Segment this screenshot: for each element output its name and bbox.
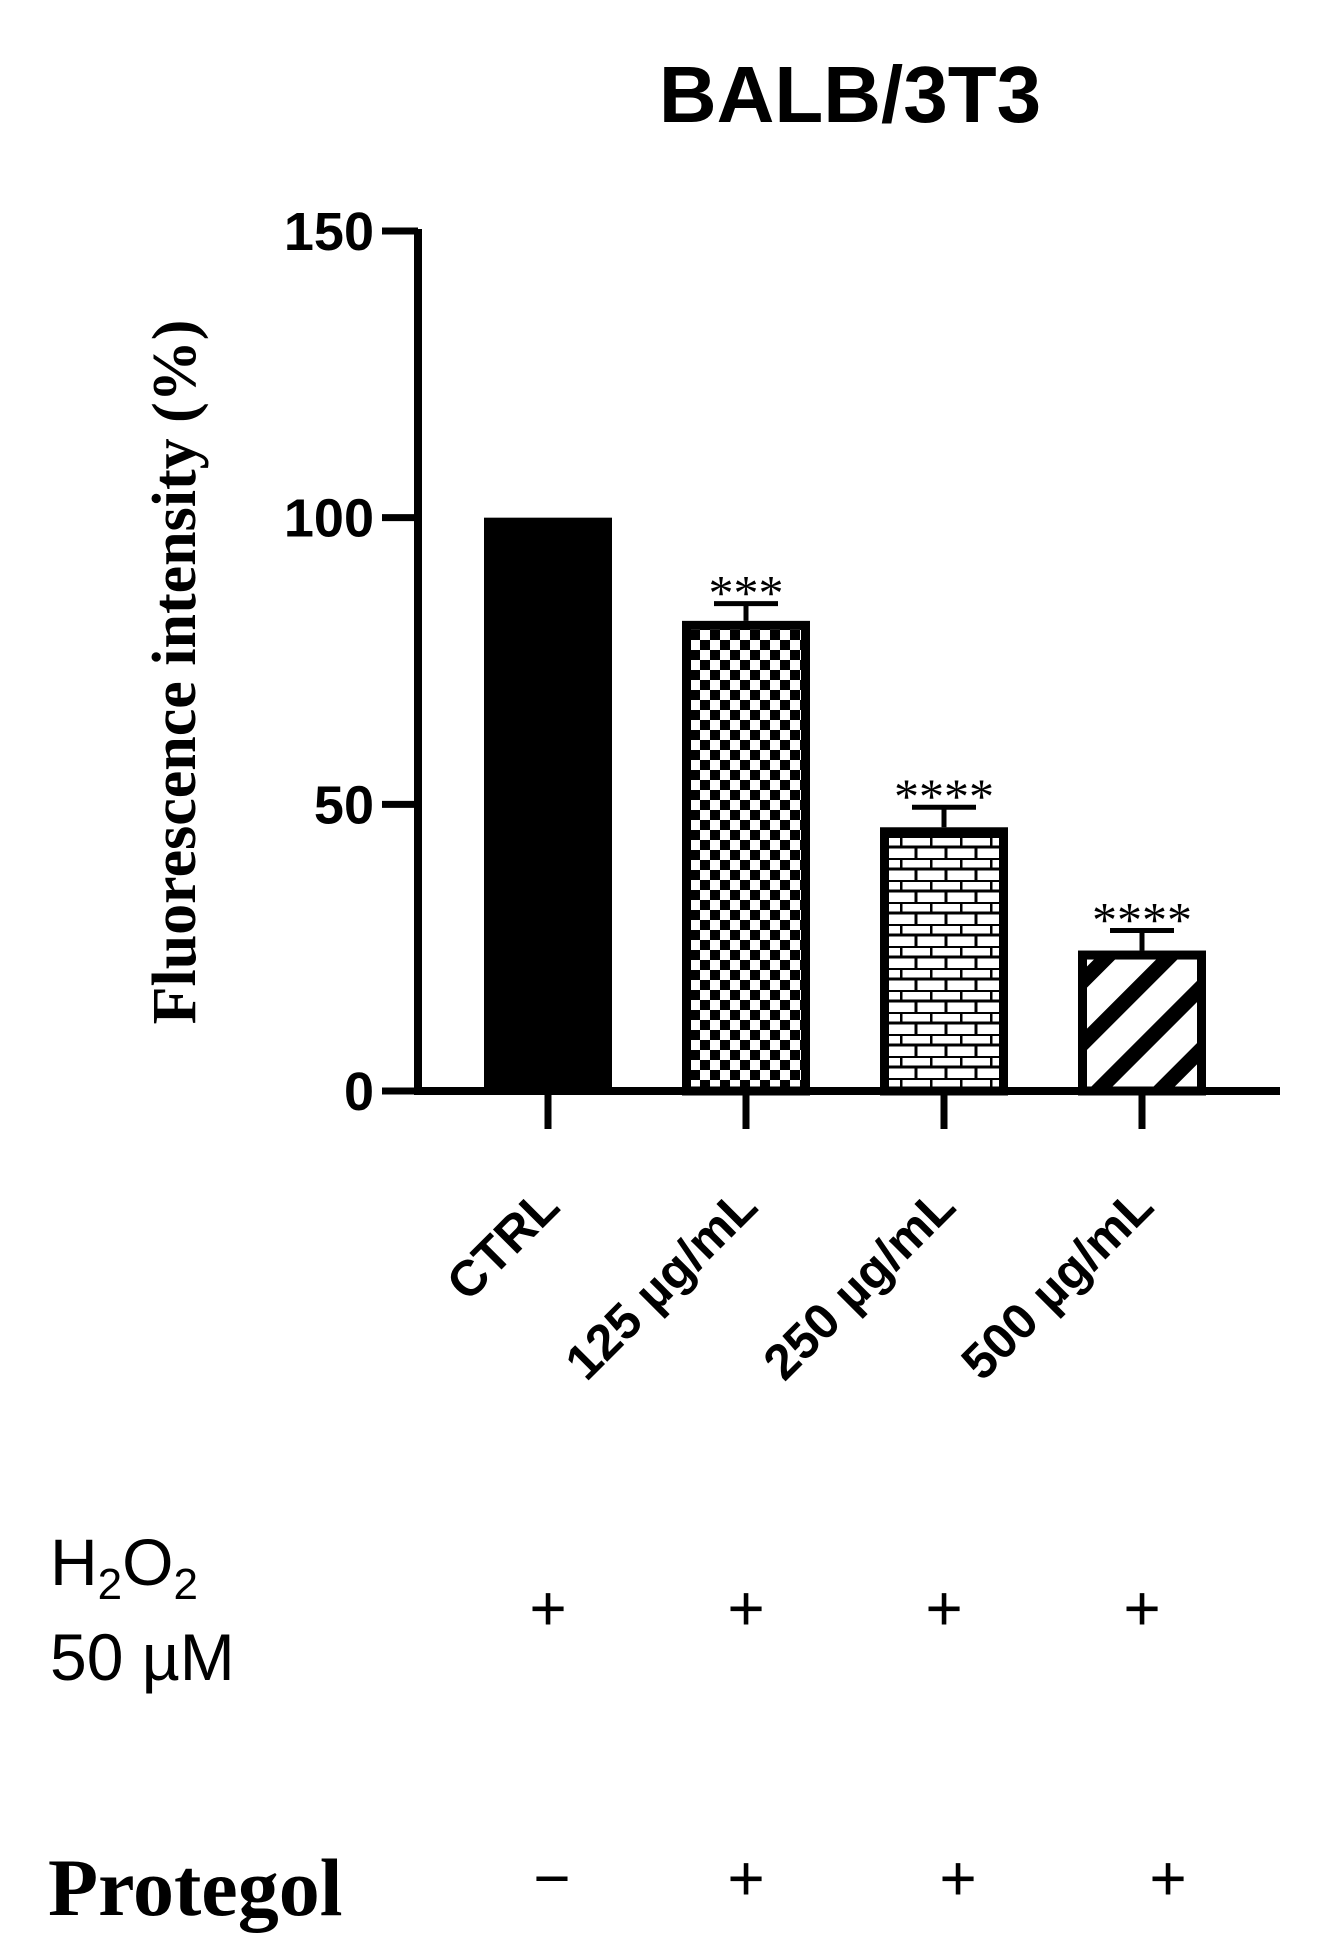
y-tick-label: 100 — [284, 489, 374, 549]
condition-h2o2-label: H2O2 50 µM — [50, 1525, 235, 1694]
bar — [1078, 950, 1206, 1096]
protegol-signs: − + + + — [533, 1842, 1186, 1914]
error-bars — [714, 601, 1174, 951]
protegol-sign: − — [533, 1842, 570, 1914]
h2o2-sign: + — [1123, 1572, 1160, 1644]
h2o2-h: H — [50, 1525, 98, 1599]
x-tick-label: 500 µg/mL — [951, 1177, 1164, 1390]
x-tick-label: 250 µg/mL — [753, 1177, 966, 1390]
significance-label: **** — [894, 768, 994, 824]
h2o2-sign: + — [727, 1572, 764, 1644]
significance-label: *** — [709, 565, 784, 621]
protegol-sign: + — [939, 1842, 976, 1914]
y-tick-label: 0 — [344, 1062, 374, 1122]
x-tick-label: CTRL — [436, 1177, 570, 1311]
bars — [484, 517, 1206, 1096]
protegol-sign: + — [727, 1842, 764, 1914]
h2o2-signs: + + + + — [529, 1572, 1160, 1644]
h2o2-sign: + — [529, 1572, 566, 1644]
bar — [484, 517, 612, 1091]
protegol-sign: + — [1149, 1842, 1186, 1914]
x-tick-label: 125 µg/mL — [555, 1177, 768, 1390]
significance-labels: *********** — [709, 565, 1193, 948]
bar — [682, 620, 810, 1096]
h2o2-concentration: 50 µM — [50, 1620, 235, 1694]
h2o2-sub1: 2 — [98, 1560, 122, 1609]
significance-label: **** — [1092, 891, 1192, 947]
protegol-label: Protegol — [48, 1842, 343, 1933]
h2o2-sub2: 2 — [174, 1560, 198, 1609]
chart-title: BALB/3T3 — [659, 50, 1041, 139]
y-ticks: 0 50 100 150 — [284, 202, 418, 1122]
y-tick-label: 50 — [314, 775, 374, 835]
bar — [880, 827, 1008, 1096]
y-tick-label: 150 — [284, 202, 374, 262]
h2o2-sign: + — [925, 1572, 962, 1644]
h2o2-o: O — [122, 1525, 173, 1599]
y-axis-label: Fluorescence intensity (%) — [141, 320, 209, 1025]
svg-text:H2O2: H2O2 — [50, 1525, 198, 1609]
